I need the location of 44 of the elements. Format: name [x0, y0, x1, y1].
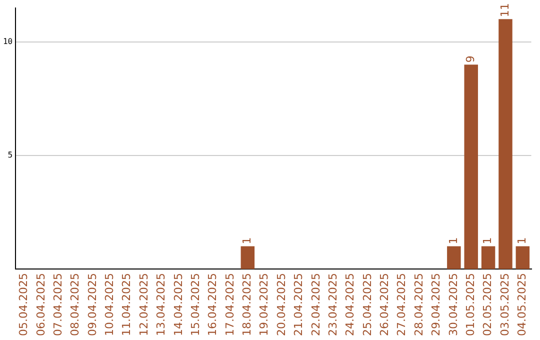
bar [516, 246, 530, 270]
data-label: 1 [516, 237, 529, 244]
x-tick-label: 21.04.2025 [292, 273, 306, 336]
x-tick-label: 02.05.2025 [481, 273, 494, 336]
x-tick-label: 23.04.2025 [326, 273, 340, 336]
x-tick-label: 08.04.2025 [68, 273, 82, 336]
x-tick-label: 11.04.2025 [120, 273, 134, 336]
data-label: 1 [446, 237, 460, 244]
data-label: 11 [498, 3, 512, 18]
x-tick-label: 30.04.2025 [446, 273, 460, 336]
x-tick-label: 20.04.2025 [274, 273, 288, 336]
x-tick-label: 17.04.2025 [223, 273, 236, 336]
bar [498, 19, 512, 270]
x-tick-label: 18.04.2025 [240, 273, 254, 336]
bar [481, 246, 496, 270]
x-tick-label: 07.04.2025 [51, 273, 64, 336]
y-tick-label: 10 [2, 36, 13, 46]
x-tick-label: 06.04.2025 [34, 273, 48, 336]
x-tick-label: 04.05.2025 [516, 273, 529, 336]
x-tick-label: 14.04.2025 [172, 273, 185, 336]
x-tick-label: 24.04.2025 [344, 273, 357, 336]
x-tick-label: 28.04.2025 [412, 273, 426, 336]
x-tick-label: 09.04.2025 [86, 273, 99, 336]
x-tick-label: 13.04.2025 [154, 273, 168, 336]
data-label: 1 [481, 237, 494, 244]
x-tick-label: 15.04.2025 [188, 273, 202, 336]
x-tick-label: 25.04.2025 [360, 273, 374, 336]
x-tick-label: 19.04.2025 [258, 273, 271, 336]
x-tick-label: 05.04.2025 [17, 273, 30, 336]
bar [240, 246, 255, 270]
y-tick-label: 5 [8, 150, 13, 160]
x-tick-label: 26.04.2025 [378, 273, 392, 336]
bar [464, 64, 478, 270]
x-tick-label: 03.05.2025 [498, 273, 512, 336]
bar [447, 246, 461, 270]
x-tick-label: 22.04.2025 [309, 273, 322, 336]
x-tick-label: 27.04.2025 [395, 273, 408, 336]
x-tick-label: 12.04.2025 [137, 273, 150, 336]
x-tick-label: 10.04.2025 [103, 273, 116, 336]
data-label: 9 [464, 56, 477, 63]
x-tick-label: 29.04.2025 [430, 273, 443, 336]
data-label: 1 [240, 237, 254, 244]
x-tick-label: 01.05.2025 [464, 273, 477, 336]
x-tick-label: 16.04.2025 [206, 273, 220, 336]
